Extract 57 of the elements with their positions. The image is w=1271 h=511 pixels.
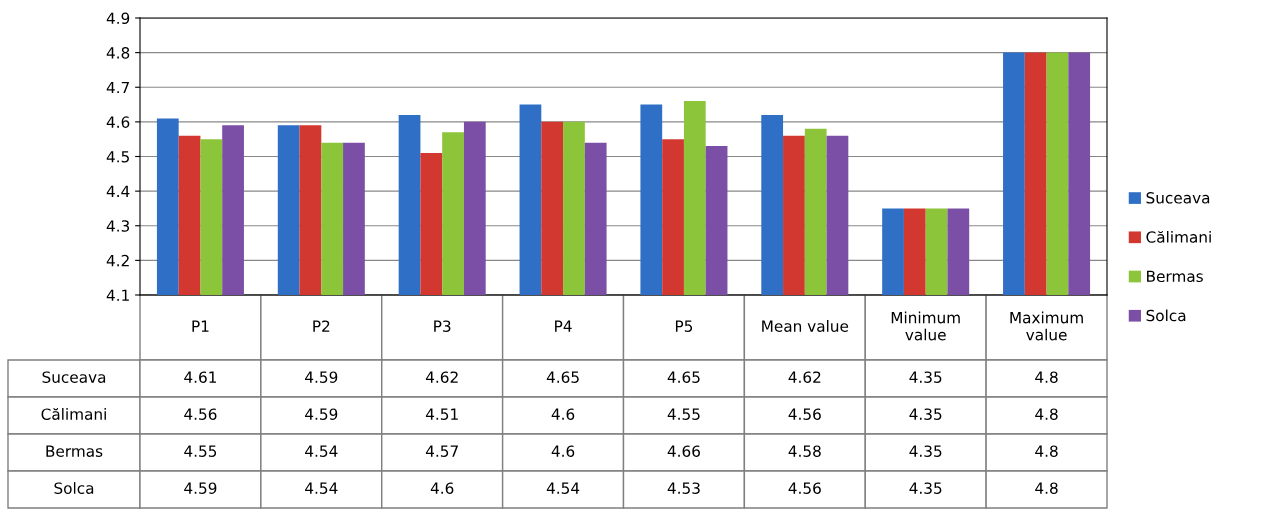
x-tick-label: Maximum value — [1010, 311, 1083, 341]
data-label: 4.51 — [425, 408, 458, 420]
y-tick-label: 4.8 — [106, 47, 130, 59]
y-tick-label: 4.6 — [106, 116, 130, 128]
data-label: 4.8 — [1035, 445, 1058, 457]
y-tick-label: 4.2 — [106, 254, 129, 267]
x-tick-label: P2 — [313, 320, 330, 332]
data-label: 4.54 — [305, 482, 338, 494]
data-label: 4.59 — [184, 482, 217, 494]
y-tick-label: 4.1 — [106, 289, 129, 301]
data-label: 4.35 — [909, 445, 942, 457]
text: Călimani — [41, 408, 106, 420]
legend-label: Solca — [1146, 309, 1186, 322]
data-label: 4.56 — [184, 408, 217, 420]
data-label: 4.62 — [425, 371, 458, 383]
data-label: 4.8 — [1035, 408, 1058, 420]
data-label: 4.55 — [667, 408, 700, 420]
data-label: 4.66 — [667, 445, 700, 457]
x-tick-label: P1 — [192, 320, 209, 332]
text: Solca — [54, 482, 94, 494]
data-label: 4.59 — [305, 371, 338, 383]
data-label: 4.65 — [546, 371, 579, 383]
x-tick-label: Mean value — [762, 320, 849, 332]
x-tick-label: P5 — [675, 320, 693, 332]
y-tick-label: 4.9 — [106, 12, 130, 25]
data-label: 4.35 — [909, 408, 942, 420]
legend-label: Suceava — [1146, 192, 1210, 204]
data-label: 4.6 — [430, 482, 454, 494]
text: Bermas — [46, 445, 103, 457]
x-tick-label: P4 — [555, 320, 572, 332]
data-label: 4.62 — [788, 371, 821, 383]
data-label: 4.53 — [667, 482, 700, 494]
data-label: 4.35 — [909, 371, 942, 383]
y-tick-label: 4.3 — [106, 220, 130, 232]
text: Suceava — [42, 371, 106, 383]
legend-label: Călimani — [1146, 230, 1211, 243]
data-label: 4.6 — [551, 445, 575, 457]
data-label: 4.55 — [184, 445, 217, 457]
y-tick-label: 4.4 — [106, 185, 130, 197]
data-label: 4.59 — [305, 408, 338, 420]
data-label: 4.54 — [305, 445, 338, 457]
data-label: 4.35 — [909, 482, 942, 494]
x-tick-label: P3 — [434, 320, 451, 332]
data-label: 4.58 — [788, 445, 821, 457]
data-label: 4.6 — [551, 408, 575, 420]
x-tick-label: Minimum value — [891, 311, 960, 341]
data-label: 4.56 — [788, 408, 821, 420]
y-tick-label: 4.7 — [106, 81, 129, 94]
data-label: 4.56 — [788, 482, 821, 494]
data-label: 4.61 — [184, 371, 217, 383]
data-label: 4.54 — [546, 482, 580, 494]
y-tick-label: 4.5 — [106, 151, 129, 163]
data-label: 4.57 — [425, 445, 458, 457]
data-label: 4.8 — [1035, 371, 1058, 383]
data-label: 4.8 — [1035, 482, 1058, 494]
data-label: 4.65 — [667, 371, 700, 383]
legend-label: Bermas — [1147, 270, 1203, 283]
